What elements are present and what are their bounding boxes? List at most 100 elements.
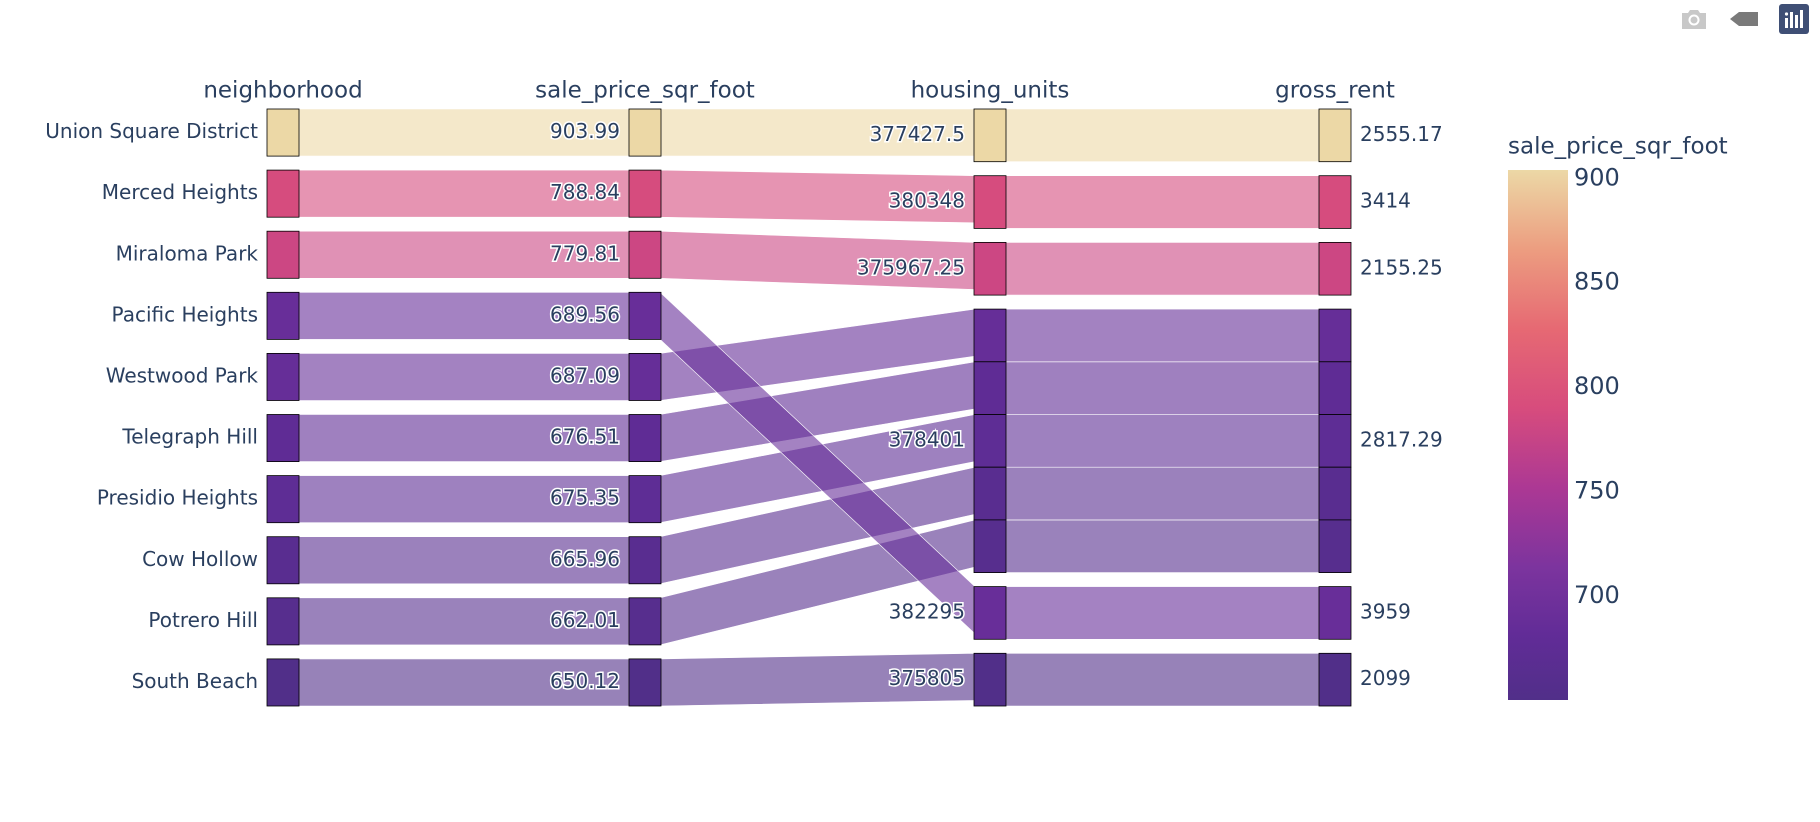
- ribbon-presidio-heights-2: [1004, 414, 1321, 468]
- category-bar-segment: [266, 536, 300, 585]
- category-bar-segment: [266, 658, 300, 707]
- category-bar-segment: [266, 475, 300, 524]
- back-arrow-icon[interactable]: [1726, 4, 1762, 34]
- category-bar-segment: [973, 241, 1007, 296]
- ribbon-union-square-district-2: [1004, 108, 1321, 162]
- category-label: Miraloma Park: [116, 241, 259, 265]
- category-label: 903.99: [550, 119, 620, 143]
- ribbon-pacific-heights-2: [1004, 586, 1321, 640]
- category-label: Pacific Heights: [112, 302, 258, 326]
- category-bar-segment: [1318, 108, 1352, 163]
- category-bar-segment: [628, 230, 662, 279]
- ribbon-merced-heights-2: [1004, 175, 1321, 229]
- ribbon-telegraph-hill-2: [1004, 361, 1321, 415]
- category-label: 375805: [889, 666, 965, 690]
- colorbar-tick-label: 800: [1574, 372, 1620, 400]
- category-bar-segment: [973, 308, 1007, 363]
- dimension-title-neighborhood: neighborhood: [203, 78, 362, 104]
- category-label: 779.81: [550, 241, 620, 265]
- category-label: 665.96: [550, 547, 620, 571]
- colorbar-gradient: [1508, 170, 1568, 700]
- category-bar-segment: [1318, 241, 1352, 296]
- category-bar-segment: [1318, 361, 1352, 415]
- category-bar-segment: [628, 414, 662, 462]
- category-label: 662.01: [550, 608, 620, 632]
- category-label: 675.35: [550, 486, 620, 510]
- colorbar-tick-label: 850: [1574, 268, 1620, 296]
- category-bar-segment: [973, 175, 1007, 229]
- category-bar-segment: [1318, 414, 1352, 468]
- category-bar-segment: [266, 414, 300, 462]
- category-label: Presidio Heights: [97, 486, 258, 510]
- modebar: [1676, 4, 1812, 34]
- category-label: Telegraph Hill: [121, 425, 258, 449]
- colorbar: sale_price_sqr_foot 900 850 800 750 700: [1508, 134, 1728, 700]
- category-bar-segment: [1318, 519, 1352, 574]
- category-bar-segment: [1318, 175, 1352, 229]
- category-label: 650.12: [550, 669, 620, 693]
- colorbar-tick-label: 900: [1574, 163, 1620, 191]
- category-bar-segment: [973, 108, 1007, 163]
- category-bar-segment: [628, 536, 662, 585]
- category-label: 377427.5: [870, 122, 965, 146]
- category-bar-segment: [266, 291, 300, 340]
- dimension-title-gross-rent: gross_rent: [1275, 78, 1395, 104]
- category-bar-segment: [1318, 466, 1352, 521]
- category-bar-segment: [973, 586, 1007, 640]
- category-bar-segment: [266, 230, 300, 279]
- category-bar-segment: [628, 291, 662, 340]
- colorbar-tick-label: 750: [1574, 476, 1620, 504]
- dimension-title-housing-units: housing_units: [911, 78, 1070, 104]
- category-bar-segment: [973, 361, 1007, 415]
- category-bar-segment: [973, 414, 1007, 468]
- category-label: 2155.25: [1360, 255, 1443, 279]
- category-bar-segment: [266, 352, 300, 401]
- category-bar-segment: [266, 169, 300, 218]
- category-bar-segment: [1318, 652, 1352, 707]
- ribbon-south-beach-2: [1004, 653, 1321, 707]
- category-labels: Union Square District Merced Heights Miral…: [45, 78, 1443, 695]
- category-bar-segment: [973, 519, 1007, 574]
- category-label: 2099: [1360, 666, 1411, 690]
- category-bar-segment: [628, 597, 662, 646]
- category-label: 676.51: [550, 425, 620, 449]
- dimension-title-sale-price-sqr-foot: sale_price_sqr_foot: [535, 78, 755, 104]
- ribbon-layer: [297, 108, 1321, 707]
- ribbon-potrero-hill-2: [1004, 519, 1321, 573]
- colorbar-tick-label: 700: [1574, 581, 1620, 609]
- category-label: 378401: [889, 427, 965, 451]
- category-bar-segment: [973, 652, 1007, 707]
- category-label: Westwood Park: [106, 363, 259, 387]
- category-bar-segment: [266, 108, 300, 157]
- category-label: Union Square District: [45, 119, 258, 143]
- category-bar-segment: [628, 475, 662, 524]
- category-bar-segment: [1318, 308, 1352, 363]
- category-label: 788.84: [550, 180, 620, 204]
- category-label: 3959: [1360, 599, 1411, 623]
- category-label: 2817.29: [1360, 427, 1443, 451]
- plotly-logo-icon[interactable]: [1776, 4, 1812, 34]
- category-label: Potrero Hill: [148, 608, 258, 632]
- category-label: 2555.17: [1360, 122, 1443, 146]
- category-label: 689.56: [550, 302, 620, 326]
- category-bar-segment: [1318, 586, 1352, 640]
- category-label: 375967.25: [857, 255, 965, 279]
- category-bar-segment: [628, 169, 662, 218]
- ribbon-cow-hollow-2: [1004, 466, 1321, 521]
- category-bars: [266, 108, 1352, 707]
- category-bar-segment: [266, 597, 300, 646]
- category-label: South Beach: [132, 669, 258, 693]
- ribbon-westwood-park-2: [1004, 308, 1321, 363]
- ribbon-miraloma-park-2: [1004, 242, 1321, 296]
- category-label: Cow Hollow: [142, 547, 258, 571]
- category-label: 380348: [889, 189, 965, 213]
- colorbar-title: sale_price_sqr_foot: [1508, 134, 1728, 160]
- category-bar-segment: [628, 108, 662, 157]
- category-bar-segment: [628, 658, 662, 707]
- category-label: Merced Heights: [102, 180, 258, 204]
- category-bar-segment: [973, 466, 1007, 521]
- camera-icon[interactable]: [1676, 4, 1712, 34]
- category-label: 382295: [889, 599, 965, 623]
- category-bar-segment: [628, 352, 662, 401]
